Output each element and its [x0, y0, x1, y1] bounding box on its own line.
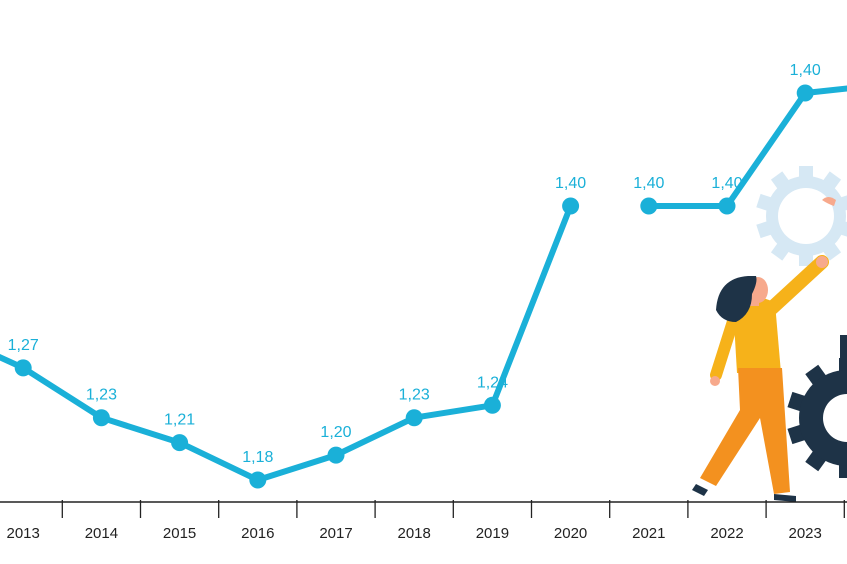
data-label: 1,40: [711, 175, 742, 192]
x-tick-label: 2021: [632, 525, 665, 542]
woman-figure-icon: [692, 255, 829, 502]
data-point: [249, 471, 267, 489]
data-point: [14, 359, 32, 377]
x-tick-label: 2020: [554, 525, 587, 542]
data-point: [327, 446, 345, 464]
x-tick-label: 2023: [789, 525, 822, 542]
data-labels: 1,27 1,23 1,21 1,18 1,20 1,23 1,24 1,40 1,40 1,40…: [8, 62, 821, 466]
data-point: [796, 84, 814, 102]
data-point: [92, 409, 110, 427]
data-label: 1,18: [242, 449, 273, 466]
data-label: 1,23: [86, 387, 117, 404]
data-label: 1,27: [8, 337, 39, 354]
x-tick-label: 2017: [319, 525, 352, 542]
x-axis: 2013 2014 2015 2016 2017 2018 2019 2020 2021 2022…: [0, 500, 847, 542]
data-label: 1,24: [477, 374, 508, 391]
series-line: [0, 203, 574, 483]
x-tick-label: 2014: [85, 525, 118, 542]
data-series: [0, 84, 847, 489]
data-point: [640, 197, 658, 215]
x-tick-label: 2015: [163, 525, 196, 542]
data-label: 1,23: [399, 387, 430, 404]
data-point: [483, 396, 501, 414]
x-tick-label: 2018: [398, 525, 431, 542]
x-tick-label: 2013: [7, 525, 40, 542]
data-label: 1,20: [320, 424, 351, 441]
second-figure-hand-icon: [822, 197, 836, 206]
data-point: [405, 409, 423, 427]
data-point: [718, 197, 736, 215]
data-label: 1,40: [555, 175, 586, 192]
illustration: [692, 166, 847, 502]
x-tick-label: 2022: [710, 525, 743, 542]
data-point: [562, 197, 580, 215]
gear-light-icon: [756, 166, 847, 266]
data-label: 1,40: [633, 175, 664, 192]
x-tick-label: 2019: [476, 525, 509, 542]
gear-dark-icon: [787, 358, 847, 478]
series-line: [645, 85, 847, 209]
data-label: 1,21: [164, 412, 195, 429]
x-tick-label: 2016: [241, 525, 274, 542]
second-figure-leg-icon: [840, 335, 847, 359]
data-point: [171, 434, 189, 452]
data-label: 1,40: [790, 62, 821, 79]
